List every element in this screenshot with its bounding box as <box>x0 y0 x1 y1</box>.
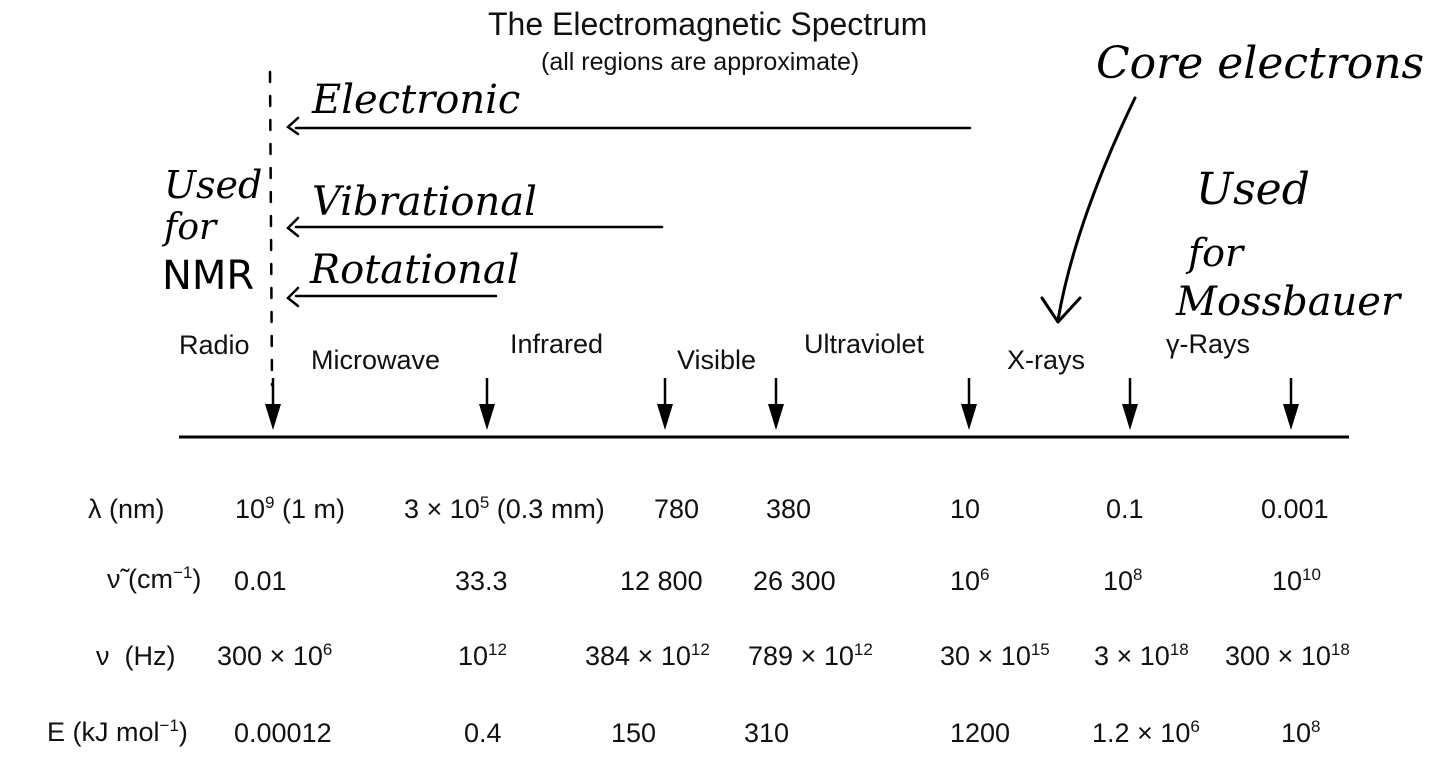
rotational-range-line <box>286 286 498 308</box>
vibrational-range-line <box>286 216 664 238</box>
boundary-arrow <box>768 378 784 430</box>
wavelength-value: 109 (1 m) <box>235 493 346 524</box>
wavenumber-value: 26 300 <box>753 566 836 596</box>
region-ultraviolet: Ultraviolet <box>804 329 925 359</box>
wavenumber-value: 106 <box>950 565 990 596</box>
boundary-arrow <box>1122 378 1138 430</box>
row-label-energy: E (kJ mol−1) <box>47 716 188 747</box>
boundary-arrow <box>657 378 673 430</box>
row-label-wavenumber: ν̃ (cm−1) <box>107 563 202 594</box>
region-infrared: Infrared <box>510 329 604 359</box>
electronic-annotation: Electronic <box>312 77 521 123</box>
frequency-value: 300 × 106 <box>217 640 333 671</box>
energy-value: 1200 <box>950 718 1011 748</box>
wavenumber-value: 1010 <box>1272 565 1321 596</box>
wavelength-value: 0.001 <box>1261 494 1329 524</box>
used-for-mossbauer-word-3: Mossbauer <box>1176 279 1401 325</box>
rotational-annotation: Rotational <box>310 247 520 293</box>
nmr-dashed-line <box>268 70 274 387</box>
frequency-value: 384 × 1012 <box>585 640 710 671</box>
wavenumber-value: 108 <box>1103 565 1143 596</box>
region-microwave: Microwave <box>311 345 441 375</box>
wavelength-value: 3 × 105 (0.3 mm) <box>404 493 605 524</box>
boundary-arrow <box>265 378 281 430</box>
page-subtitle: (all regions are approximate) <box>541 48 860 76</box>
row-label-frequency: ν (Hz) <box>96 641 176 671</box>
frequency-value: 3 × 1018 <box>1094 640 1189 671</box>
boundary-arrow <box>961 378 977 430</box>
energy-value: 0.00012 <box>234 718 332 748</box>
used-for-mossbauer-word-2: for <box>1188 231 1244 275</box>
core-electrons-arrow <box>1040 96 1137 324</box>
core-electrons-annotation: Core electrons <box>1096 38 1425 89</box>
boundary-arrow <box>479 378 495 430</box>
used-for-nmr-word-1: Used <box>164 163 263 207</box>
region-xrays: X-rays <box>1007 345 1086 375</box>
region-visible: Visible <box>677 345 757 375</box>
wavenumber-value: 0.01 <box>234 566 287 596</box>
energy-value: 310 <box>744 718 790 748</box>
region-radio: Radio <box>179 330 250 360</box>
wavenumber-value: 12 800 <box>620 566 703 596</box>
wavenumber-value: 33.3 <box>455 566 508 596</box>
boundary-arrows <box>265 378 1299 430</box>
vibrational-annotation: Vibrational <box>312 179 537 225</box>
frequency-value: 1012 <box>458 640 507 671</box>
frequency-value: 300 × 1018 <box>1225 640 1350 671</box>
energy-value: 1.2 × 106 <box>1092 717 1200 748</box>
used-for-mossbauer-word-1: Used <box>1196 164 1310 215</box>
wavelength-value: 0.1 <box>1106 494 1144 524</box>
page-title: The Electromagnetic Spectrum <box>488 6 928 42</box>
region-gamma-rays: γ-Rays <box>1166 329 1251 359</box>
used-for-nmr-word-3: NMR <box>162 253 255 299</box>
electronic-range-line <box>285 116 972 136</box>
energy-value: 150 <box>611 718 657 748</box>
energy-value: 0.4 <box>464 718 502 748</box>
boundary-arrow <box>1283 378 1299 430</box>
used-for-nmr-word-2: for <box>164 207 217 248</box>
frequency-value: 789 × 1012 <box>748 640 873 671</box>
wavelength-value: 10 <box>950 494 981 524</box>
frequency-value: 30 × 1015 <box>940 640 1050 671</box>
wavelength-value: 380 <box>766 494 812 524</box>
wavelength-value: 780 <box>654 494 700 524</box>
energy-value: 108 <box>1281 717 1321 748</box>
row-label-wavelength: λ (nm) <box>88 494 165 524</box>
